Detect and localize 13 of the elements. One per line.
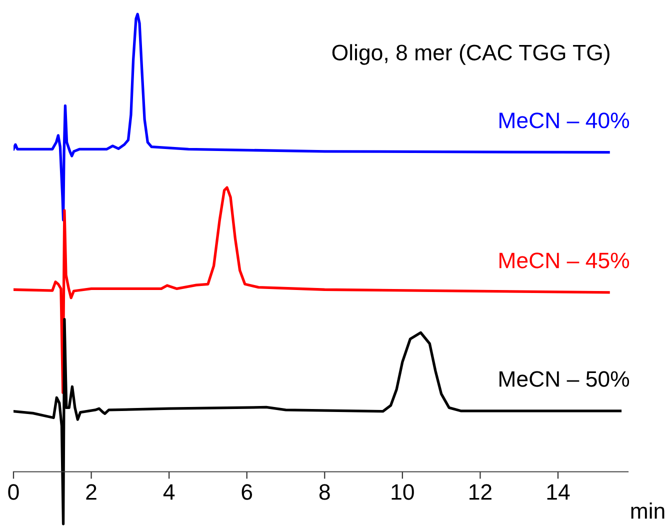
x-tick-label: 2 (86, 484, 96, 500)
annotation: Oligo, 8 mer (CAC TGG TG) (332, 44, 610, 65)
x-tick-label: 14 (547, 484, 570, 500)
x-tick-label: 12 (470, 484, 492, 500)
x-tick-label: 4 (163, 484, 175, 500)
series-label: MeCN – 45% (500, 252, 630, 268)
x-axis-title: min (631, 502, 664, 519)
x-tick-label: 0 (8, 484, 19, 500)
series-label: MeCN – 40% (500, 112, 630, 128)
x-tick-label: 10 (392, 484, 414, 500)
x-tick-label: 8 (319, 484, 330, 500)
series-label: MeCN – 50% (500, 371, 630, 387)
x-tick-label: 6 (242, 484, 252, 500)
